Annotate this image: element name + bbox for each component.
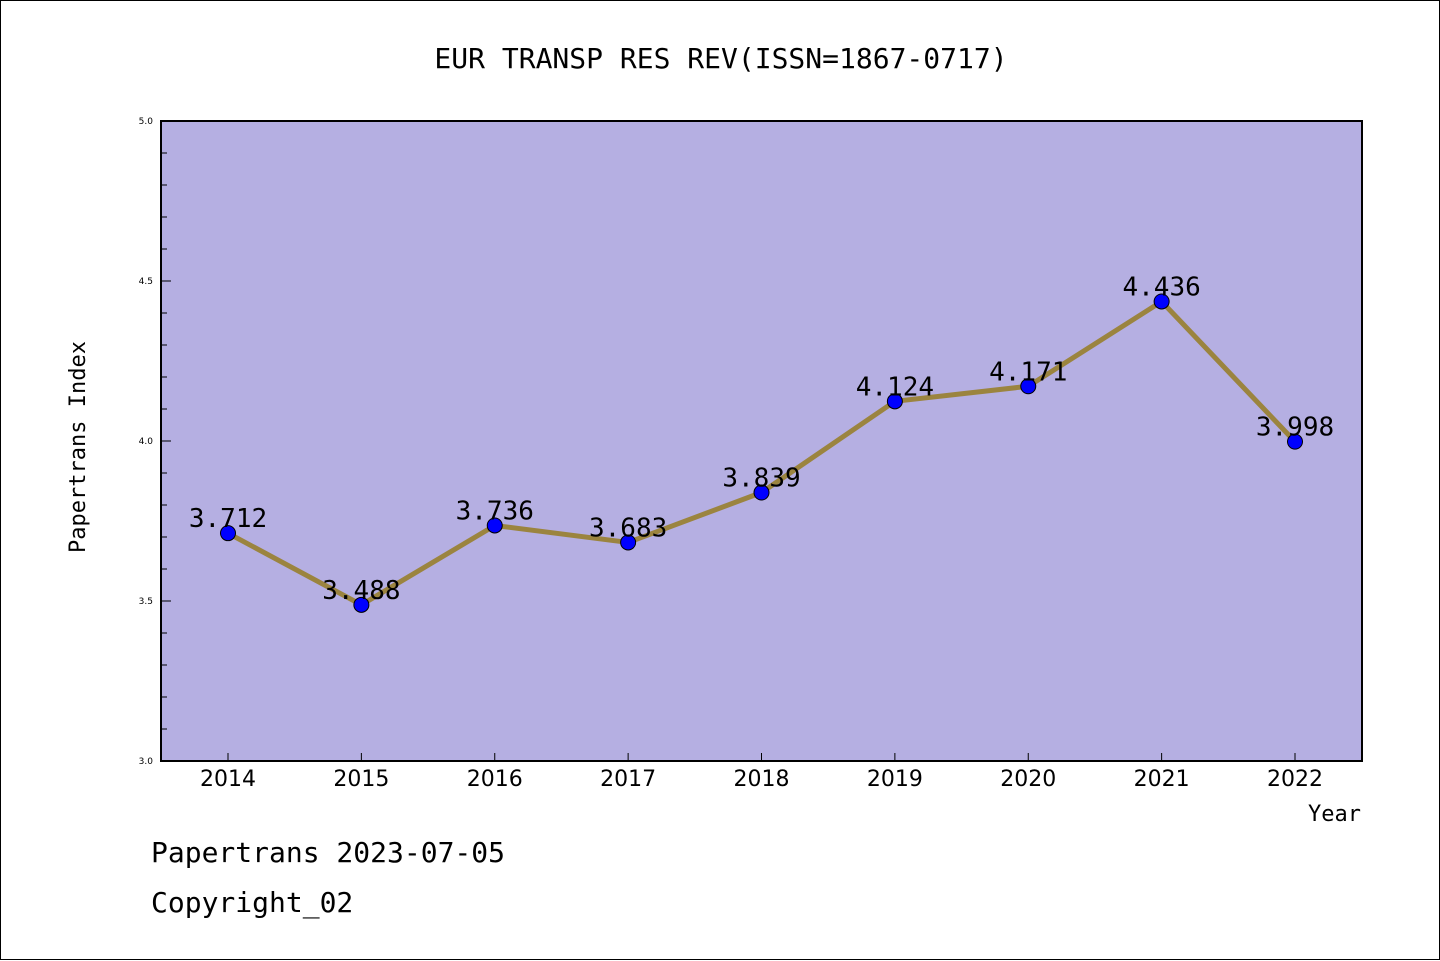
data-point (353, 596, 370, 613)
footer-copyright: Copyright_02 (151, 886, 354, 919)
series-markers (220, 293, 1303, 613)
data-label: 3.736 (456, 496, 534, 526)
y-tick-label: 4.5 (139, 277, 153, 287)
data-label: 3.839 (722, 464, 800, 494)
x-tick-label: 2021 (1134, 767, 1190, 792)
data-point (1020, 378, 1037, 395)
data-label: 4.171 (989, 357, 1067, 387)
data-labels: 3.712 3.488 3.736 3.683 3.839 4.124 4.171 4.436… (189, 272, 1334, 605)
y-tick-label: 4.0 (139, 437, 154, 447)
y-axis-ticks: 3.0 3.5 4.0 4.5 5.0 (139, 117, 171, 767)
x-tick-label: 2015 (333, 767, 389, 792)
x-tick-label: 2022 (1267, 767, 1323, 792)
x-tick-label: 2019 (867, 767, 923, 792)
y-tick-label: 5.0 (139, 117, 154, 127)
data-label: 3.712 (189, 504, 267, 534)
chart-title: EUR TRANSP RES REV(ISSN=1867-0717) (434, 42, 1007, 75)
data-label: 4.124 (856, 372, 934, 402)
data-point (486, 517, 503, 534)
x-tick-label: 2018 (734, 767, 790, 792)
data-label: 3.683 (589, 513, 667, 543)
data-label: 3.998 (1256, 413, 1334, 443)
data-point (1287, 433, 1303, 450)
footer-date: Papertrans 2023-07-05 (151, 836, 506, 869)
y-tick-label: 3.5 (139, 597, 153, 607)
data-point (753, 484, 770, 501)
x-tick-label: 2020 (1000, 767, 1056, 792)
x-tick-label: 2017 (600, 767, 656, 792)
y-tick-label: 3.0 (139, 757, 154, 767)
data-point (1153, 293, 1170, 310)
x-axis-label: Year (1308, 802, 1361, 827)
x-tick-label: 2016 (467, 767, 523, 792)
plot-area (160, 120, 1363, 762)
x-axis-ticks: 2014 2015 2016 2017 2018 2019 2020 2021 2022 (200, 753, 1323, 792)
data-label: 3.488 (322, 576, 400, 606)
data-point (886, 393, 903, 410)
data-point (620, 534, 637, 551)
x-tick-label: 2014 (200, 767, 256, 792)
data-point (220, 525, 236, 542)
data-label: 4.436 (1122, 272, 1200, 302)
y-axis-label: Papertrans Index (66, 341, 91, 553)
